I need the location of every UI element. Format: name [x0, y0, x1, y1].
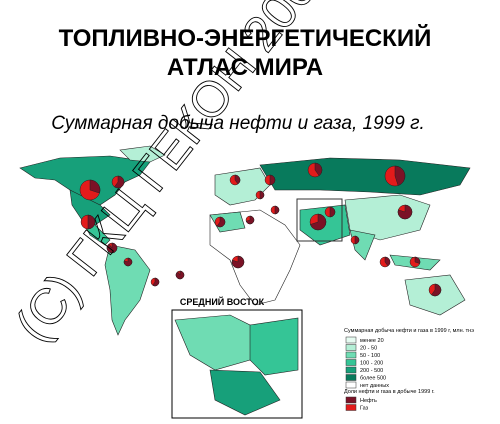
legend-swatch	[345, 374, 357, 381]
world-map	[19, 145, 471, 336]
legend-swatch	[345, 404, 357, 411]
legend-label: 100 - 200	[360, 361, 383, 367]
pie-oil	[269, 174, 276, 186]
pie-oil	[414, 256, 421, 264]
africa	[209, 209, 301, 306]
inset-frame	[296, 198, 343, 242]
pie-oil	[354, 235, 360, 245]
pie-oil	[123, 257, 133, 267]
legend-label: 200 - 500	[360, 368, 383, 374]
inset: СРЕДНИЙ ВОСТОК	[171, 296, 303, 419]
legend-swatch	[345, 336, 357, 344]
pie-oil	[329, 206, 336, 218]
pie-oil	[175, 270, 185, 280]
pie-oil	[231, 255, 245, 269]
pie-oil	[314, 162, 323, 177]
legend-label: нет данных	[360, 383, 389, 389]
title-line2: АТЛАС МИРА	[167, 54, 323, 81]
legend-label: Нефть	[360, 398, 377, 404]
legend-swatch	[345, 396, 357, 404]
legend-label: более 500	[360, 376, 386, 382]
legend-label: 50 - 100	[360, 353, 380, 359]
pie-oil	[431, 283, 442, 297]
inset-iran	[249, 317, 299, 376]
north-america	[19, 155, 151, 206]
pie-oil	[397, 204, 413, 220]
legend-title: Суммарная добыча нефти и газа в 1999 г, …	[344, 328, 474, 334]
pie-oil	[106, 242, 118, 254]
legend-label: Газ	[360, 406, 369, 412]
pie-oil	[152, 277, 160, 287]
legend-label: 20 - 50	[360, 346, 377, 352]
pie-oil	[216, 216, 226, 228]
pie-oil	[384, 256, 391, 267]
legend-swatch	[345, 351, 357, 359]
legend-label: менее 20	[360, 338, 384, 344]
south-america	[104, 244, 151, 336]
legend-share-title: Доли нефти и газа в добыче 1999 г.	[344, 389, 435, 395]
legend: Суммарная добыча нефти и газа в 1999 г, …	[344, 328, 474, 412]
subtitle: Суммарная добыча нефти и газа, 1999 г.	[51, 113, 425, 134]
inset-title: СРЕДНИЙ ВОСТОК	[180, 296, 265, 307]
legend-swatch	[345, 359, 357, 366]
title-line1: ТОПЛИВНО-ЭНЕРГЕТИЧЕСКИЙ	[59, 24, 432, 52]
pie-oil	[234, 174, 241, 185]
pie-oil	[89, 179, 101, 194]
inset-arabia	[209, 369, 281, 416]
legend-swatch	[345, 366, 357, 374]
pie-oil	[87, 214, 96, 230]
pie-oil	[274, 205, 280, 215]
legend-swatch	[345, 344, 357, 351]
legend-swatch	[345, 381, 357, 389]
pie-oil	[310, 213, 327, 231]
pie-oil	[394, 165, 406, 186]
pie-oil	[114, 175, 125, 189]
pie-oil	[245, 215, 255, 225]
greenland	[119, 145, 166, 163]
pie-oil	[259, 190, 265, 200]
